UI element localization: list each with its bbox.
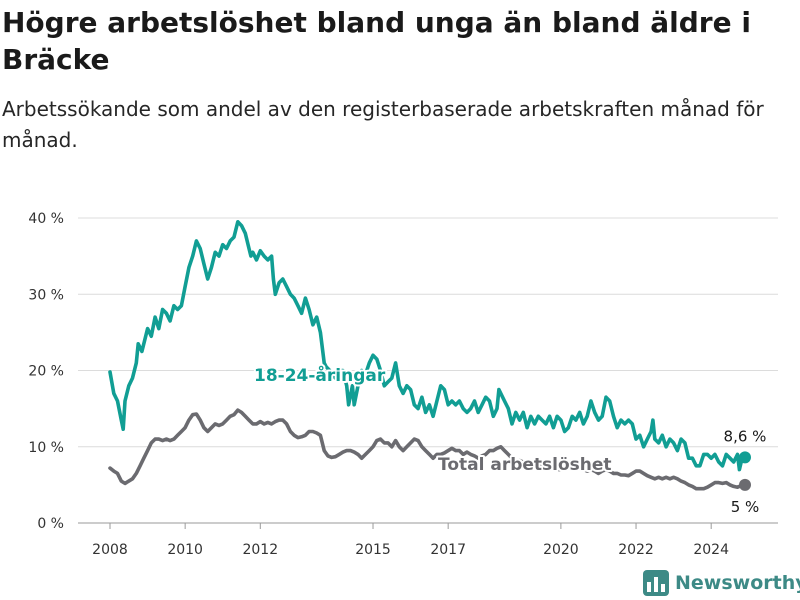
- y-tick-label: 30 %: [28, 287, 64, 303]
- y-tick-label: 20 %: [28, 364, 64, 380]
- end-point-0: [739, 451, 751, 464]
- grid-lines: [78, 217, 778, 524]
- x-tick-label: 2020: [543, 542, 579, 558]
- series-name-label: Total arbetslöshet: [438, 455, 612, 475]
- chart-subtitle: Arbetssökande som andel av den registerb…: [2, 97, 764, 152]
- y-tick-label: 0 %: [37, 516, 64, 532]
- end-point-1: [739, 478, 751, 491]
- series-name-label: 18-24-åringar: [254, 364, 386, 386]
- series-lines: [108, 220, 751, 491]
- x-tick-label: 2012: [242, 542, 278, 558]
- bar-chart-logo-icon: [643, 570, 669, 596]
- newsworthy-logo: Newsworthy: [643, 568, 800, 598]
- end-value-label: 8,6 %: [724, 427, 767, 445]
- x-tick-label: 2017: [430, 542, 466, 558]
- brand-name: Newsworthy: [675, 572, 800, 594]
- chart-title: Högre arbetslöshet bland unga än bland ä…: [2, 6, 751, 76]
- y-tick-label: 40 %: [28, 211, 64, 227]
- x-tick-label: 2010: [167, 542, 203, 558]
- series-labels: 18-24-åringar Total arbetslöshet 8,6 % 5 %: [252, 362, 768, 517]
- y-tick-label: 10 %: [28, 440, 64, 456]
- series-line-1: [108, 408, 747, 491]
- x-tick-label: 2022: [618, 542, 654, 558]
- y-axis: 0 % 10 % 20 % 30 % 40 %: [28, 211, 64, 532]
- x-tick-label: 2008: [92, 542, 128, 558]
- x-tick-label: 2024: [693, 542, 729, 558]
- x-axis: 2008 2010 2012 2015 2017 2020 2022 2024: [92, 523, 729, 558]
- x-tick-label: 2015: [355, 542, 391, 558]
- end-value-label: 5 %: [731, 498, 760, 516]
- series-line-0: [108, 220, 747, 472]
